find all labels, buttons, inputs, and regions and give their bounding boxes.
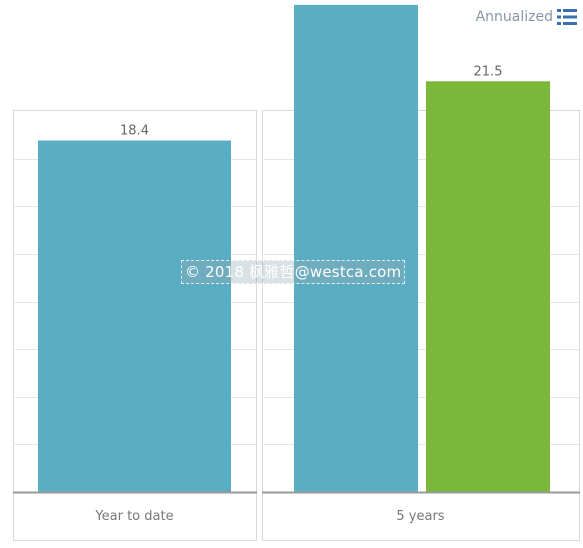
bar xyxy=(426,81,550,492)
list-icon xyxy=(557,9,577,25)
panel-frame xyxy=(13,110,257,541)
data-label: 25.5 xyxy=(342,0,371,3)
panel-frame xyxy=(262,110,580,541)
bar xyxy=(38,140,231,492)
data-label: 18.4 xyxy=(120,124,149,139)
category-label: Year to date xyxy=(94,509,173,524)
annualized-toggle[interactable]: Annualized xyxy=(476,6,577,28)
annualized-label: Annualized xyxy=(475,9,553,25)
data-label: 21.5 xyxy=(474,64,503,79)
bar xyxy=(294,4,418,492)
watermark: © 2018 枫雅哲@westca.com xyxy=(181,260,406,284)
category-label: 5 years xyxy=(396,509,444,524)
